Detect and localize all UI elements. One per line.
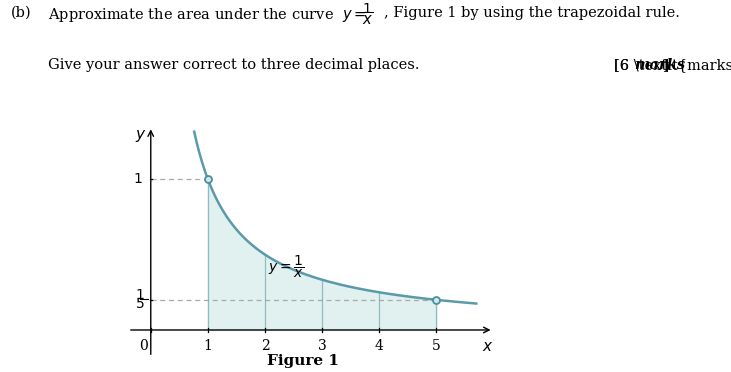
Text: $\overline{x}$: $\overline{x}$ xyxy=(362,11,373,28)
Text: $1$: $1$ xyxy=(135,288,145,302)
Text: ]: ] xyxy=(662,58,669,72)
Text: $y$: $y$ xyxy=(135,128,146,144)
Text: (b): (b) xyxy=(11,6,31,20)
Text: 2: 2 xyxy=(261,339,269,353)
Text: , Figure 1 by using the trapezoidal rule.: , Figure 1 by using the trapezoidal rule… xyxy=(384,6,680,20)
Text: [6: [6 xyxy=(614,58,634,72)
Text: 3: 3 xyxy=(318,339,327,353)
Text: 0: 0 xyxy=(139,339,148,353)
Text: $1$: $1$ xyxy=(362,2,371,16)
Text: Give your answer correct to three decimal places.: Give your answer correct to three decima… xyxy=(48,58,419,72)
Text: $5$: $5$ xyxy=(135,296,145,311)
Text: 5: 5 xyxy=(432,339,441,353)
Text: $y=\dfrac{1}{x}$: $y=\dfrac{1}{x}$ xyxy=(268,253,304,280)
Text: 4: 4 xyxy=(375,339,384,353)
Text: marks: marks xyxy=(635,58,686,72)
Text: Figure 1: Figure 1 xyxy=(268,354,339,368)
Text: $x$: $x$ xyxy=(482,340,493,354)
Text: 1: 1 xyxy=(203,339,212,353)
Text: Approximate the area under the curve  $y =$: Approximate the area under the curve $y … xyxy=(48,6,366,23)
Text: $1$: $1$ xyxy=(132,172,143,186)
Text: [6 \textit{marks}]: [6 \textit{marks}] xyxy=(614,58,731,72)
